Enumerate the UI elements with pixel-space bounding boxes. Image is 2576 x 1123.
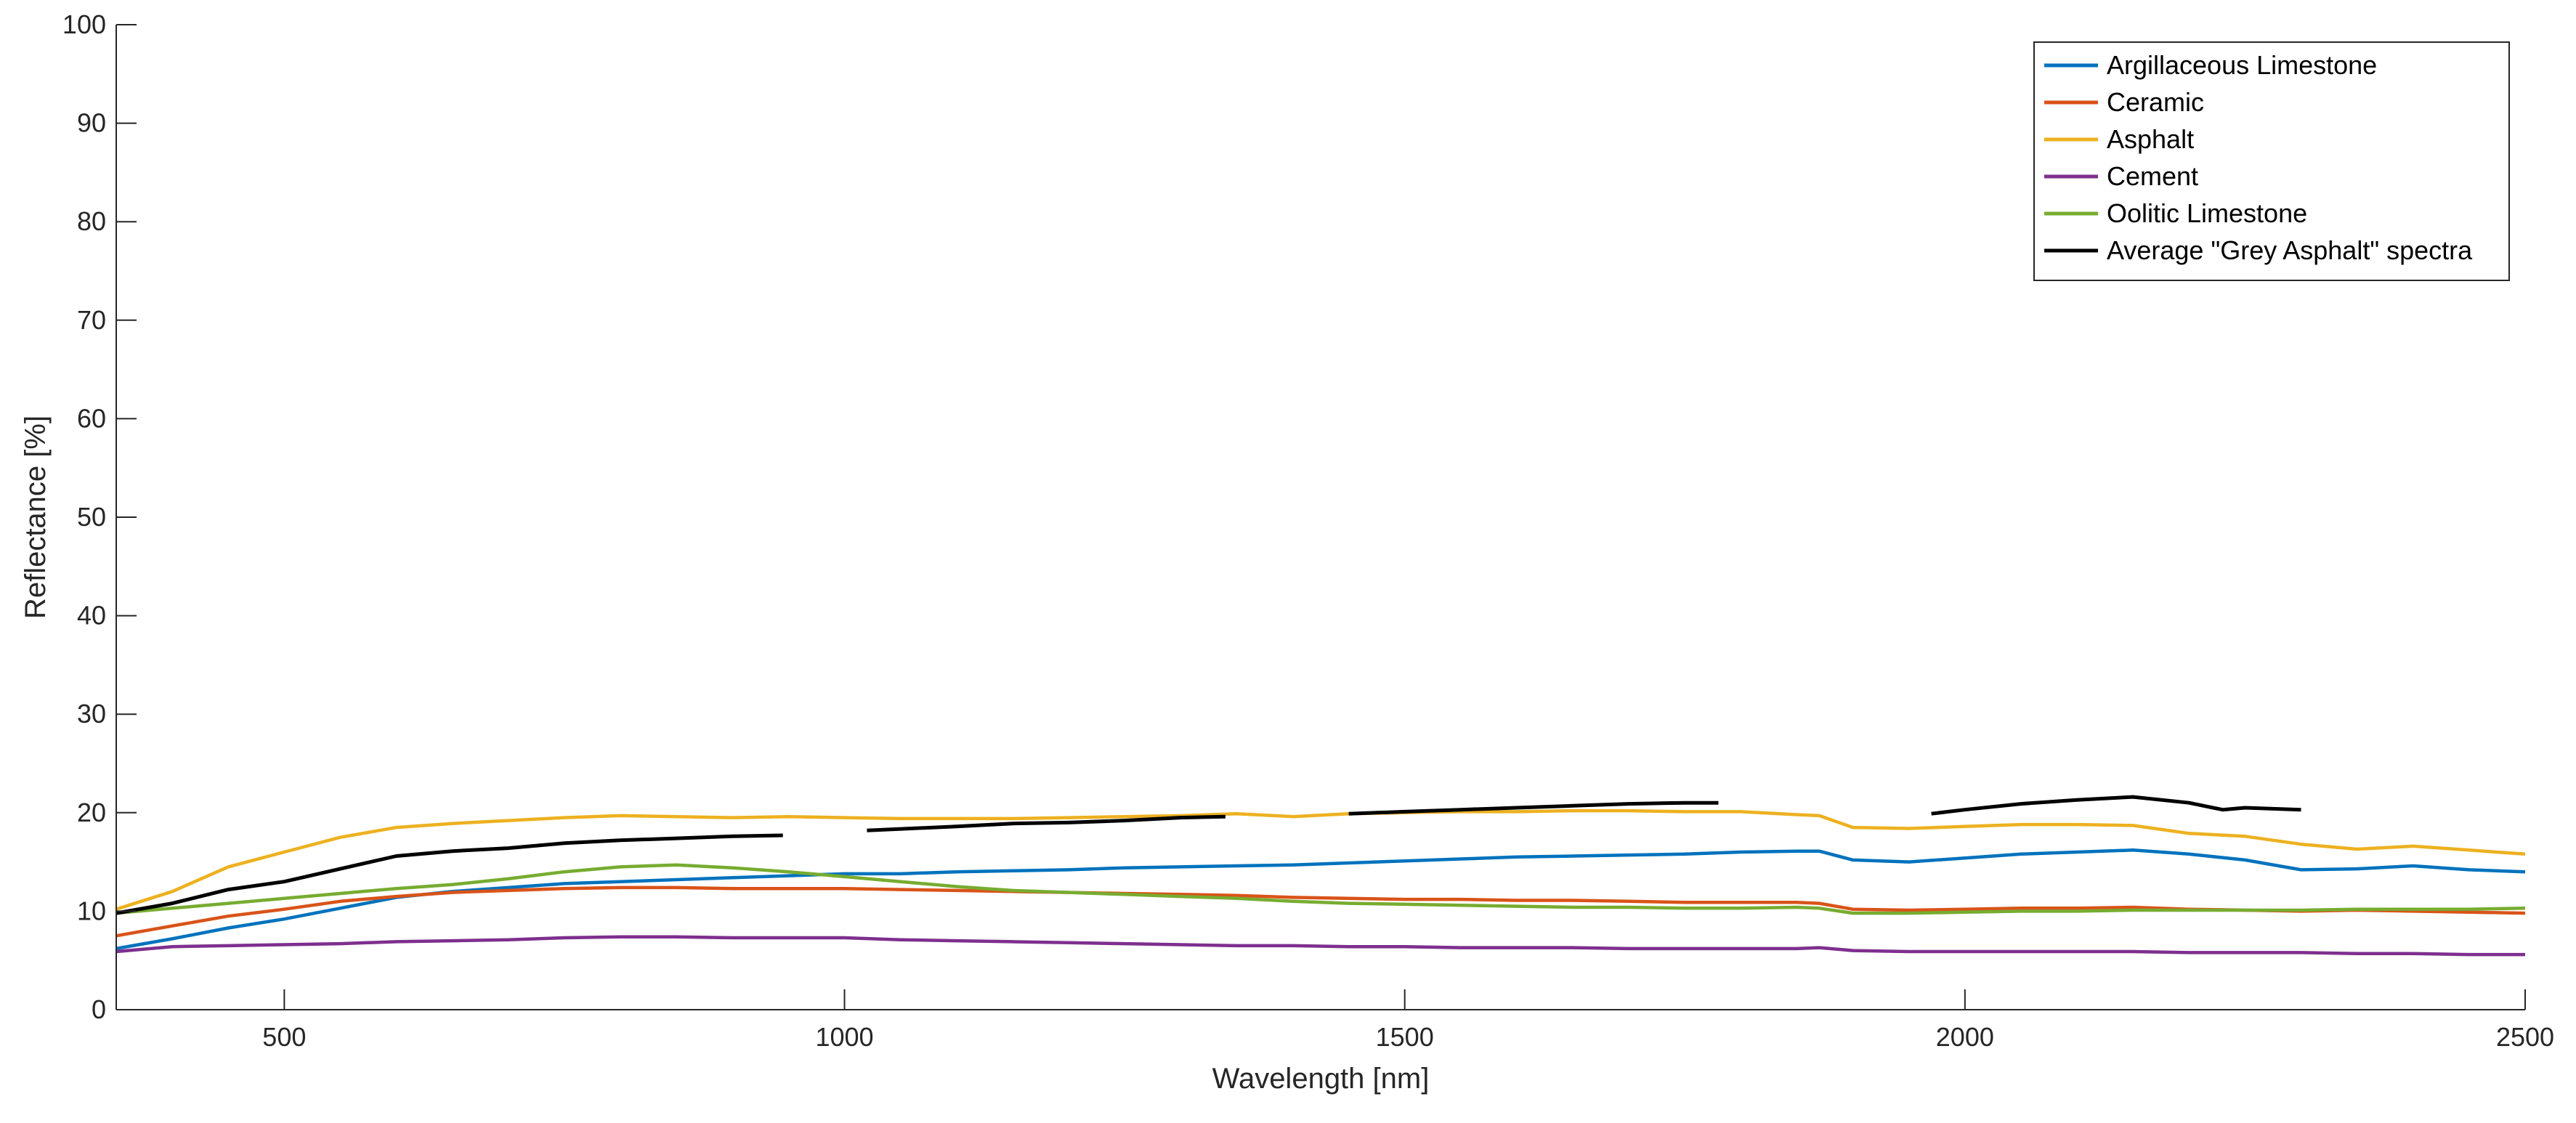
y-tick-label: 70 — [77, 305, 106, 335]
series-line-average-grey-asphalt-spectra-segment-1 — [116, 833, 783, 915]
series-layer — [116, 795, 2526, 957]
series-line-ceramic — [116, 885, 2526, 938]
y-tick-label: 90 — [77, 108, 106, 138]
legend-label-argillaceous-limestone: Argillaceous Limestone — [2107, 50, 2377, 80]
y-tick-label: 20 — [77, 798, 106, 827]
y-tick-label: 80 — [77, 206, 106, 236]
series-line-average-grey-asphalt-spectra-segment-2 — [867, 814, 1226, 832]
legend-label-average-grey-asphalt-spectra: Average "Grey Asphalt" spectra — [2107, 235, 2473, 265]
series-line-oolitic-limestone — [116, 863, 2526, 915]
y-tick-label: 100 — [62, 9, 106, 39]
legend-box — [2033, 41, 2510, 281]
x-axis-title: Wavelength [nm] — [1212, 1063, 1430, 1095]
y-tick-label: 40 — [77, 601, 106, 631]
y-tick-label: 0 — [92, 994, 106, 1024]
x-tick-label: 2500 — [2496, 1022, 2554, 1052]
x-tick-label: 2000 — [1936, 1022, 1994, 1052]
x-tick-label: 1500 — [1376, 1022, 1434, 1052]
legend-label-asphalt: Asphalt — [2107, 124, 2194, 154]
x-tick-label: 500 — [262, 1022, 306, 1052]
series-line-average-grey-asphalt-spectra-segment-3 — [1348, 800, 1719, 816]
legend: Argillaceous Limestone Ceramic Asphalt Ceme… — [2033, 41, 2510, 281]
x-tick-label: 1000 — [815, 1022, 873, 1052]
series-line-argillaceous-limestone — [116, 848, 2526, 951]
series-line-average-grey-asphalt-spectra-segment-4 — [1931, 795, 2301, 816]
y-tick-label: 50 — [77, 502, 106, 532]
legend-label-ceramic: Ceramic — [2107, 87, 2204, 117]
axes-layer: 0 10 20 30 40 50 60 70 80 90 100 500 1000 1500 2000 250… — [62, 9, 2554, 1052]
y-tick-label: 30 — [77, 699, 106, 729]
legend-label-cement: Cement — [2107, 161, 2198, 191]
series-line-cement — [116, 935, 2525, 957]
legend-label-oolitic-limestone: Oolitic Limestone — [2107, 198, 2307, 228]
y-tick-label: 60 — [77, 403, 106, 433]
y-tick-label: 10 — [77, 896, 106, 925]
y-axis-title: Reflectance [%] — [20, 415, 52, 619]
